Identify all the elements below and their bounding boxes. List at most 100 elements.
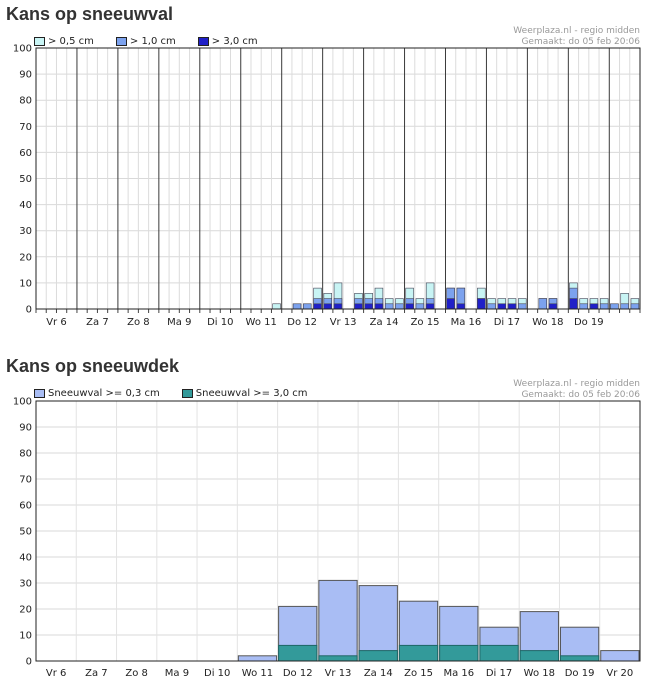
snowfall-bar	[364, 303, 373, 310]
snowcover-bar	[278, 644, 318, 662]
x-tick-label: Ma 9	[165, 668, 189, 679]
legend-swatch	[181, 389, 193, 398]
y-tick-label: 40	[19, 553, 32, 564]
legend-label: > 0,5 cm	[48, 36, 94, 47]
snowfall-bar	[333, 303, 343, 310]
y-tick-label: 30	[19, 579, 32, 590]
made-label: Gemaakt: do 05 feb 20:06	[521, 37, 640, 47]
legend-label: Sneeuwval >= 0,3 cm	[48, 388, 160, 399]
y-tick-label: 80	[19, 449, 32, 460]
snowfall-bar	[395, 303, 404, 310]
snowfall-bar	[303, 303, 312, 310]
snowcover-bar	[479, 644, 519, 662]
y-tick-label: 20	[19, 252, 32, 263]
legend-item: Sneeuwval >= 0,3 cm	[34, 388, 160, 399]
snowfall-bar	[292, 303, 302, 310]
y-tick-label: 0	[26, 657, 32, 668]
x-tick-label: Di 10	[207, 317, 233, 328]
y-tick-label: 90	[19, 70, 32, 81]
x-tick-label: Do 19	[565, 668, 595, 679]
snowfall-bar	[589, 303, 599, 310]
snowcover-bar	[519, 650, 559, 662]
legend-item: Sneeuwval >= 3,0 cm	[181, 388, 308, 399]
snowfall-bar	[630, 303, 640, 310]
snowfall-bar	[354, 303, 363, 310]
snowcover-bar	[600, 650, 640, 662]
made-label: Gemaakt: do 05 feb 20:06	[521, 390, 640, 400]
snowfall-bar	[610, 303, 619, 310]
y-tick-label: 100	[13, 44, 32, 55]
legend-label: > 3,0 cm	[211, 36, 258, 47]
x-tick-label: Vr 20	[606, 668, 633, 679]
snowfall-bar	[313, 303, 322, 310]
x-tick-label: Za 7	[85, 668, 108, 679]
snowcover-bar	[318, 655, 358, 662]
y-tick-label: 60	[19, 501, 32, 512]
snowfall-bar	[415, 303, 425, 310]
x-tick-label: Vr 13	[325, 668, 352, 679]
y-tick-label: 10	[19, 278, 32, 289]
snowcover-bar	[358, 585, 398, 662]
x-tick-label: Vr 13	[330, 317, 357, 328]
snowcover-bar	[559, 655, 600, 662]
chart-title: Kans op sneeuwdek	[6, 356, 180, 376]
legend-label: Sneeuwval >= 3,0 cm	[195, 388, 308, 399]
legend-swatch	[197, 37, 209, 46]
snowcover-bar	[439, 644, 479, 662]
y-tick-label: 10	[19, 631, 32, 642]
legend-swatch	[34, 389, 45, 398]
x-tick-label: Di 17	[494, 317, 520, 328]
x-tick-label: Do 12	[283, 668, 313, 679]
source-label: Weerplaza.nl - regio midden	[513, 379, 640, 389]
snowfall-chart-panel: Kans op sneeuwval Weerplaza.nl - regio m…	[0, 0, 658, 335]
x-tick-label: Za 14	[364, 668, 393, 679]
x-tick-label: Vr 6	[46, 668, 67, 679]
x-tick-label: Vr 6	[46, 317, 67, 328]
snowcover-chart-panel: Kans op sneeuwdek Weerplaza.nl - regio m…	[0, 352, 658, 685]
y-tick-label: 0	[26, 305, 32, 316]
y-tick-label: 90	[19, 423, 32, 434]
snowfall-bar	[569, 298, 578, 310]
snowfall-bar	[456, 303, 466, 310]
legend-item: > 0,5 cm	[34, 36, 94, 47]
legend-item: > 3,0 cm	[197, 36, 258, 47]
legend-label: > 1,0 cm	[129, 36, 176, 47]
chart-credit: Weerplaza.nl - regio midden Gemaakt: do …	[513, 26, 640, 48]
x-tick-label: Di 17	[486, 668, 512, 679]
snowfall-bar	[599, 303, 609, 310]
snowcover-bar	[237, 655, 278, 662]
snowfall-chart-svg: 0 10 20 30 40 50 60 70 80 90 100 Vr 6 Za 7 Zo 8 Ma 9 Di…	[13, 44, 641, 328]
x-tick-label: Za 7	[86, 317, 109, 328]
y-tick-label: 60	[19, 148, 32, 159]
chart-legend: Sneeuwval >= 0,3 cm Sneeuwval >= 3,0 cm	[34, 388, 330, 399]
x-tick-label: Zo 15	[411, 317, 440, 328]
y-tick-label: 20	[19, 605, 32, 616]
snowfall-bar	[507, 303, 517, 310]
snowfall-bar	[538, 298, 547, 310]
x-tick-label: Wo 18	[532, 317, 563, 328]
x-tick-label: Wo 11	[242, 668, 273, 679]
snowcover-bar	[358, 650, 398, 662]
x-tick-label: Za 14	[370, 317, 399, 328]
y-tick-label: 80	[19, 96, 32, 107]
y-tick-label: 40	[19, 200, 32, 211]
legend-item: > 1,0 cm	[115, 36, 176, 47]
y-tick-label: 100	[13, 397, 32, 408]
x-tick-label: Zo 8	[127, 317, 150, 328]
snowfall-bar	[425, 303, 435, 310]
snowfall-bar	[579, 303, 588, 310]
snowfall-bar	[384, 303, 394, 310]
snowfall-bar	[323, 303, 332, 310]
snowfall-bar	[272, 303, 281, 310]
x-tick-label: Ma 16	[451, 317, 482, 328]
snowcover-bar	[398, 644, 439, 662]
snowfall-bar	[497, 303, 507, 310]
snowcover-bar	[318, 579, 358, 662]
snowfall-bar	[620, 303, 629, 310]
y-tick-label: 70	[19, 122, 32, 133]
x-tick-label: Zo 8	[125, 668, 148, 679]
y-tick-label: 70	[19, 475, 32, 486]
x-tick-label: Zo 15	[404, 668, 433, 679]
x-tick-label: Wo 18	[524, 668, 555, 679]
plot-frame	[35, 400, 641, 662]
